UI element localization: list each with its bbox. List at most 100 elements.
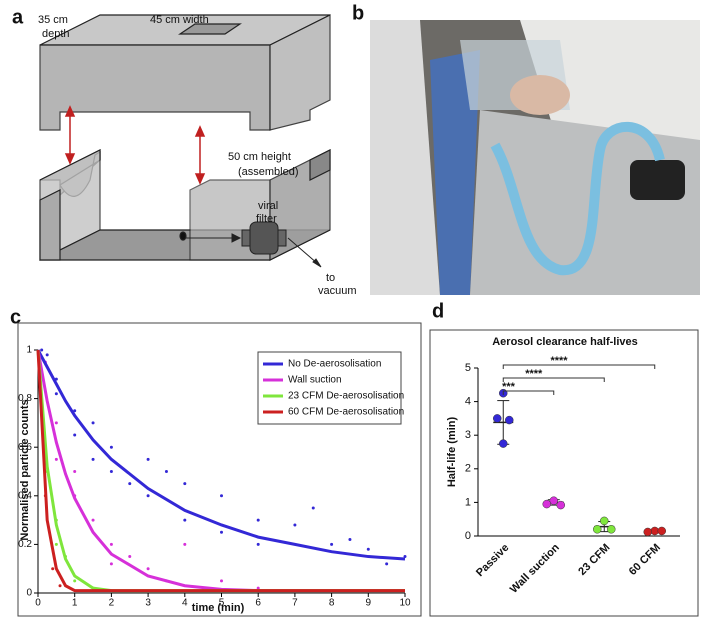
data-point <box>109 470 113 473</box>
y-tick-label: 0 <box>26 588 32 599</box>
data-point <box>593 525 602 534</box>
panel-label: a <box>12 6 24 28</box>
panel-frame <box>429 329 699 617</box>
data-point <box>542 499 551 509</box>
data-point <box>54 542 58 546</box>
x-tick-label: 23 CFM <box>576 542 612 578</box>
data-point <box>385 562 389 566</box>
panel-label: b <box>352 2 364 24</box>
data-point <box>220 530 223 534</box>
legend-label: No De-aerosolisation <box>288 359 381 370</box>
x-axis-label: time (min) <box>192 602 245 614</box>
box-diagram <box>39 14 331 261</box>
data-point <box>73 579 77 583</box>
data-point <box>220 579 223 583</box>
x-tick-label: 3 <box>145 598 151 609</box>
x-tick-label: 7 <box>292 598 298 609</box>
x-tick-label: 60 CFM <box>627 542 663 578</box>
data-point <box>128 555 132 559</box>
data-point <box>73 409 77 413</box>
filter-label: viral <box>258 200 278 212</box>
x-tick-label: 5 <box>219 598 225 609</box>
x-tick-label: 4 <box>182 598 188 609</box>
y-tick-label: 0.6 <box>18 442 32 453</box>
data-point <box>146 457 150 461</box>
legend-label: Wall suction <box>288 375 342 386</box>
data-point <box>256 542 260 546</box>
data-point <box>657 526 666 536</box>
x-tick-label: 10 <box>399 598 411 609</box>
y-tick-label: 2 <box>465 463 471 475</box>
x-tick-label: 2 <box>109 598 115 609</box>
panel-label: d <box>432 300 444 322</box>
data-point <box>348 538 352 542</box>
depth-label: depth <box>42 28 70 40</box>
x-tick-label: 8 <box>329 598 335 609</box>
x-tick-label: 1 <box>72 598 78 609</box>
width-label: 45 cm width <box>150 14 209 26</box>
y-tick-label: 4 <box>465 396 471 408</box>
y-tick-label: 1 <box>26 345 32 356</box>
arrows <box>64 105 206 185</box>
data-point <box>183 482 187 486</box>
data-point <box>549 496 558 505</box>
y-tick-label: 0.8 <box>18 393 32 404</box>
y-tick-label: 0.4 <box>18 490 32 501</box>
data-point <box>58 584 62 588</box>
data-point <box>607 525 616 534</box>
data-point <box>146 494 150 498</box>
data-point <box>183 542 187 546</box>
fit-line <box>36 349 406 561</box>
y-tick-label: 5 <box>465 362 471 374</box>
vacuum-label: to <box>326 272 335 284</box>
panel-frame <box>17 322 422 617</box>
y-tick-label: 0 <box>465 530 471 542</box>
data-point <box>109 562 113 566</box>
data-point <box>220 494 223 498</box>
data-point <box>183 518 187 522</box>
data-point <box>45 353 49 357</box>
significance-label: **** <box>525 368 543 380</box>
filter-label: filter <box>256 213 277 225</box>
data-point <box>109 445 113 449</box>
photo <box>370 20 700 295</box>
x-tick-label: Passive <box>474 542 511 579</box>
data-point <box>40 348 44 352</box>
data-point <box>54 421 58 425</box>
legend-label: 60 CFM De-aerosolisation <box>288 407 404 418</box>
vacuum-label: vacuum <box>318 285 357 297</box>
data-point <box>109 542 113 546</box>
significance-bracket <box>502 377 605 382</box>
significance-label: *** <box>502 381 516 393</box>
data-point <box>499 439 508 448</box>
height-label: 50 cm height <box>228 151 291 163</box>
data-point <box>146 567 150 571</box>
panel-label: c <box>10 306 21 328</box>
data-point <box>91 421 95 425</box>
data-point <box>164 470 168 473</box>
data-point <box>54 457 58 461</box>
data-point <box>600 516 609 526</box>
fit-line <box>36 349 405 593</box>
data-point <box>403 555 407 559</box>
data-point <box>54 392 58 396</box>
significance-label: **** <box>550 355 568 367</box>
y-axis-label: Normalised particle counts <box>19 399 31 540</box>
x-tick-label: 9 <box>366 598 372 609</box>
y-tick-label: 0.2 <box>18 539 32 550</box>
data-point <box>643 527 652 537</box>
data-point <box>366 547 370 551</box>
data-point <box>330 542 334 546</box>
height-label: (assembled) <box>238 166 299 178</box>
x-tick-label: 0 <box>35 598 41 609</box>
y-tick-label: 3 <box>465 429 471 441</box>
y-axis-label: Half-life (min) <box>446 417 458 488</box>
data-point <box>73 470 77 473</box>
data-point <box>493 414 502 423</box>
data-point <box>91 457 95 461</box>
x-tick-label: Wall suction <box>508 541 562 595</box>
data-point <box>256 518 260 522</box>
data-point <box>293 523 297 527</box>
depth-label: 35 cm <box>38 14 68 26</box>
